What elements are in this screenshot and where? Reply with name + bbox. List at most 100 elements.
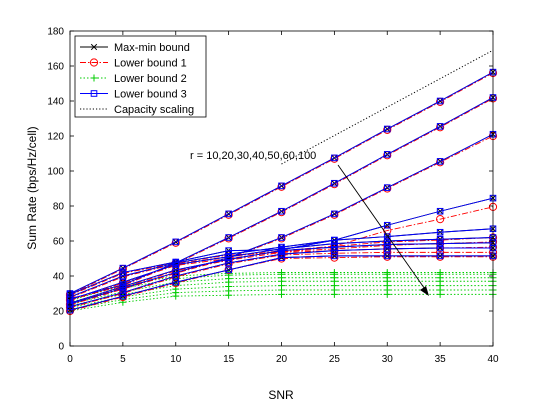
series-line-lb2 bbox=[69, 293, 493, 312]
y-tick-label: 0 bbox=[58, 342, 64, 353]
legend-marker bbox=[89, 58, 99, 67]
series-line-lb1 bbox=[69, 251, 493, 308]
data-point-lb3 bbox=[383, 233, 391, 240]
y-tick-label: 180 bbox=[47, 27, 64, 38]
series-line-lb1 bbox=[69, 97, 494, 301]
data-point-lb3 bbox=[225, 250, 232, 258]
data-point-lb3 bbox=[225, 254, 232, 261]
series-line-lb3 bbox=[69, 71, 494, 294]
legend-entry-lb1: Lower bound 1 bbox=[80, 58, 187, 70]
legend-label: Lower bound 3 bbox=[114, 89, 187, 101]
data-point-lb3 bbox=[119, 292, 127, 300]
data-point-lb3 bbox=[383, 245, 391, 253]
y-tick-label: 100 bbox=[47, 167, 64, 178]
y-tick-label: 60 bbox=[53, 237, 65, 248]
series-line-lb3 bbox=[69, 197, 494, 295]
data-point-lb3 bbox=[119, 289, 127, 296]
data-point-lb1 bbox=[224, 265, 233, 274]
series-line-lb1 bbox=[69, 237, 494, 299]
y-tick-label: 20 bbox=[53, 307, 65, 318]
legend-label: Lower bound 2 bbox=[114, 73, 187, 85]
y-axis-label: Sum Rate (bps/Hz/cell) bbox=[25, 126, 39, 249]
data-point-lb3 bbox=[278, 182, 285, 190]
legend-entry-cap: Capacity scaling bbox=[80, 104, 194, 116]
data-point-lb2 bbox=[330, 269, 338, 276]
data-point-lb3 bbox=[436, 228, 444, 236]
data-point-lb3 bbox=[119, 281, 127, 289]
series-line-lb3 bbox=[69, 242, 494, 304]
data-point-lb1 bbox=[330, 244, 339, 253]
y-tick-label: 140 bbox=[47, 97, 64, 108]
data-point-lb3 bbox=[119, 272, 127, 280]
data-point-lb3 bbox=[278, 234, 285, 241]
data-point-lb2 bbox=[383, 269, 391, 276]
data-point-lb3 bbox=[436, 123, 444, 130]
x-tick-label: 20 bbox=[276, 354, 288, 365]
x-tick-label: 10 bbox=[170, 354, 182, 365]
data-point-lb3 bbox=[172, 272, 180, 280]
y-tick-label: 40 bbox=[53, 272, 65, 283]
data-point-lb3 bbox=[383, 125, 391, 133]
series-line-lb1 bbox=[69, 72, 494, 295]
data-point-lb3 bbox=[119, 264, 127, 272]
x-tick-label: 35 bbox=[435, 354, 447, 365]
legend: Max-min bound Lower bound 1 Lower bound 2 L… bbox=[74, 35, 207, 118]
data-point-lb3 bbox=[436, 244, 444, 252]
x-tick-label: 5 bbox=[120, 354, 126, 365]
data-point-lb3 bbox=[172, 269, 180, 276]
series-line-lb1 bbox=[69, 206, 494, 296]
data-point-lb3 bbox=[172, 278, 180, 286]
data-point-lb3 bbox=[436, 97, 444, 105]
data-point-lb3 bbox=[436, 240, 444, 247]
data-point-lb3 bbox=[383, 221, 391, 229]
legend-entry-lb3: Lower bound 3 bbox=[80, 89, 187, 101]
data-point-lb3 bbox=[331, 236, 338, 244]
legend-marker bbox=[90, 90, 98, 97]
y-tick-label: 120 bbox=[47, 132, 64, 143]
series-line-lb3 bbox=[69, 247, 493, 308]
data-point-lb3 bbox=[383, 252, 391, 260]
series-line-lb3 bbox=[69, 97, 494, 300]
data-point-lb3 bbox=[331, 210, 338, 218]
annotation-arrowhead bbox=[420, 286, 429, 296]
legend-label: Max-min bound bbox=[114, 42, 190, 54]
series-line-lb1 bbox=[69, 135, 494, 306]
data-point-lb3 bbox=[278, 246, 285, 254]
series-line-lb3 bbox=[69, 255, 493, 311]
data-point-lb3 bbox=[331, 247, 338, 254]
data-point-lb3 bbox=[436, 207, 444, 215]
series-line-lb1 bbox=[69, 256, 493, 312]
data-point-lb3 bbox=[225, 234, 232, 241]
x-tick-label: 0 bbox=[67, 354, 73, 365]
data-point-lb3 bbox=[172, 238, 180, 246]
data-point-lb3 bbox=[383, 237, 391, 245]
data-point-lb3 bbox=[225, 266, 232, 274]
annotation-group: r = 10,20,30,40,50,60,100 bbox=[190, 150, 429, 296]
x-tick-label: 25 bbox=[329, 354, 341, 365]
axis-ticks: 0 5 10 15 20 25 30 35 40 0 20 40 60 80 100 120 140 160 180 bbox=[47, 27, 499, 366]
data-point-lb3 bbox=[331, 243, 338, 251]
data-point-lb2 bbox=[436, 269, 444, 276]
data-point-lb2 bbox=[278, 269, 285, 276]
data-point-lb3 bbox=[278, 254, 285, 261]
data-point-lb3 bbox=[436, 235, 444, 243]
x-tick-label: 30 bbox=[382, 354, 394, 365]
data-point-lb3 bbox=[119, 269, 127, 276]
data-point-lb3 bbox=[383, 184, 391, 191]
data-point-lb3 bbox=[225, 210, 232, 218]
legend-label: Capacity scaling bbox=[114, 104, 194, 116]
x-axis-label: SNR bbox=[268, 388, 294, 402]
x-tick-label: 40 bbox=[487, 354, 499, 365]
y-tick-label: 80 bbox=[53, 202, 65, 213]
data-point-lb3 bbox=[172, 259, 180, 267]
series-line-lb3 bbox=[69, 237, 494, 301]
legend-marker bbox=[90, 43, 98, 51]
legend-label: Lower bound 1 bbox=[114, 58, 187, 70]
legend-entry-maxmin: Max-min bound bbox=[80, 42, 190, 54]
legend-entry-lb2: Lower bound 2 bbox=[80, 73, 187, 85]
data-point-lb3 bbox=[331, 240, 338, 247]
data-point-lb3 bbox=[331, 179, 338, 187]
data-point-lb3 bbox=[331, 154, 338, 162]
data-point-lb3 bbox=[436, 252, 444, 260]
